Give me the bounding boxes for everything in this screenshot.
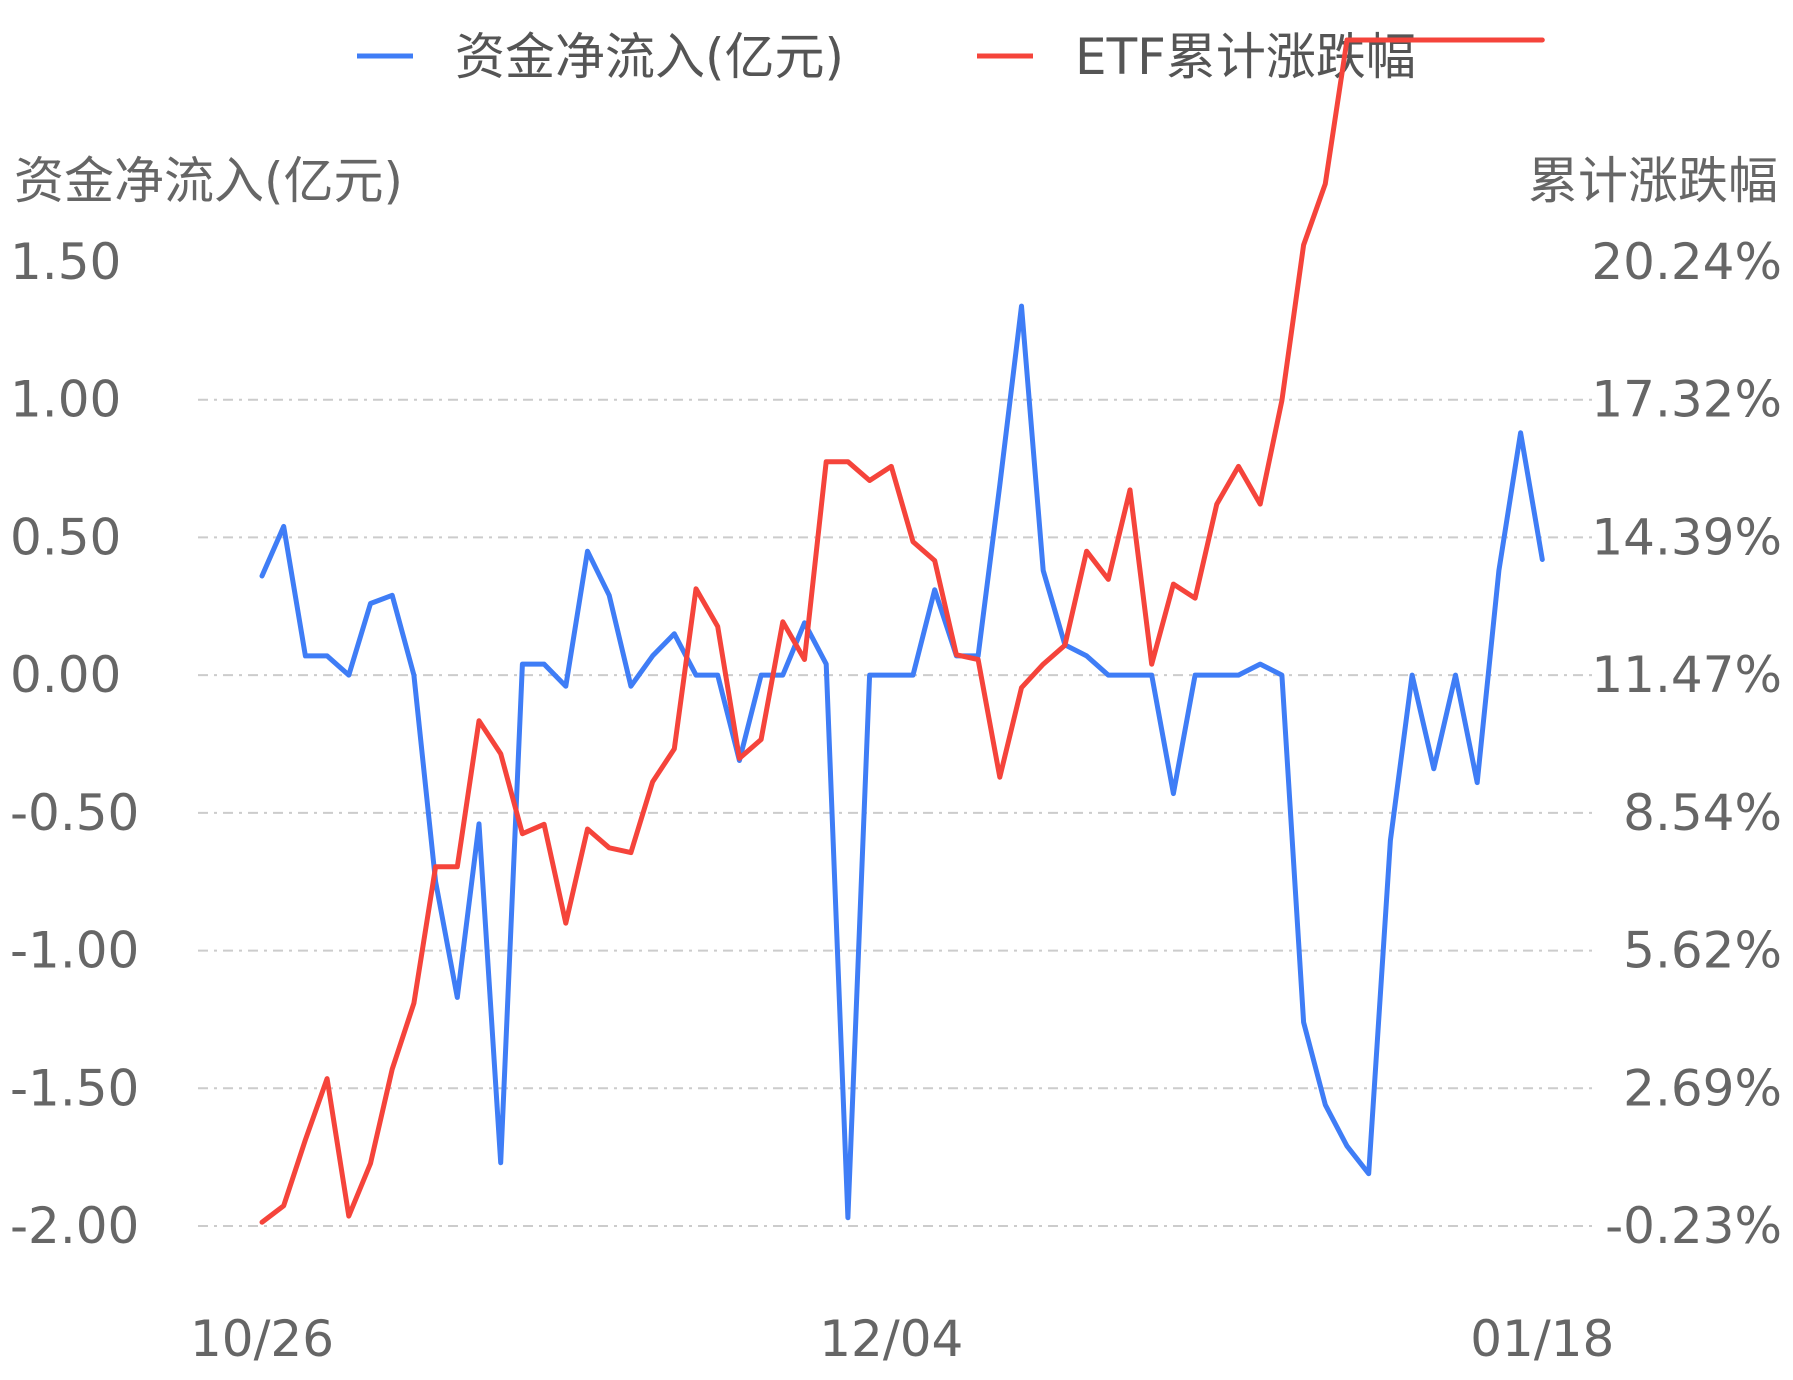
y-left-tick-label: -1.50 [10,1059,139,1117]
y-right-tick-label: 8.54% [1623,784,1782,842]
y-left-axis-title: 资金净流入(亿元) [14,152,403,210]
x-tick-label: 10/26 [190,1310,334,1368]
series-lines [259,37,1545,1225]
y-left-tick-label: 1.00 [10,371,121,429]
y-right-axis-title: 累计涨跌幅 [1528,152,1778,210]
legend-item-etf-return[interactable]: ETF累计涨跌幅 [977,28,1416,86]
y-left-tick-label: 1.50 [10,233,121,291]
y-left-tick-label: -0.50 [10,784,139,842]
y-right-tick-label: 11.47% [1591,646,1782,704]
y-right-tick-label: 5.62% [1623,922,1782,980]
x-axis: 10/26 12/04 01/18 [190,1310,1614,1368]
x-tick-label: 12/04 [819,1310,963,1368]
y-left-axis: 1.50 1.00 0.50 0.00 -0.50 -1.00 -1.50 -2.00 [10,233,139,1255]
y-right-axis: 20.24% 17.32% 14.39% 11.47% 8.54% 5.62% 2.69% -… [1591,233,1782,1255]
y-left-tick-label: 0.00 [10,646,121,704]
y-left-tick-label: -1.00 [10,922,139,980]
y-right-tick-label: 2.69% [1623,1059,1782,1117]
grid-lines [198,398,1597,1227]
series-line-etf-return [259,37,1545,1225]
y-right-tick-label: 17.32% [1591,371,1782,429]
y-right-tick-label: 14.39% [1591,508,1782,566]
legend-label-etf-return: ETF累计涨跌幅 [1075,28,1416,86]
x-tick-label: 01/18 [1470,1310,1614,1368]
y-left-tick-label: -2.00 [10,1197,139,1255]
legend-label-net-inflow: 资金净流入(亿元) [455,28,844,86]
legend-item-net-inflow[interactable]: 资金净流入(亿元) [357,28,844,86]
series-line-net-inflow [259,303,1545,1221]
legend: 资金净流入(亿元) ETF累计涨跌幅 [357,28,1416,86]
y-left-tick-label: 0.50 [10,508,121,566]
y-right-tick-label: 20.24% [1591,233,1782,291]
y-right-tick-label: -0.23% [1605,1197,1782,1255]
